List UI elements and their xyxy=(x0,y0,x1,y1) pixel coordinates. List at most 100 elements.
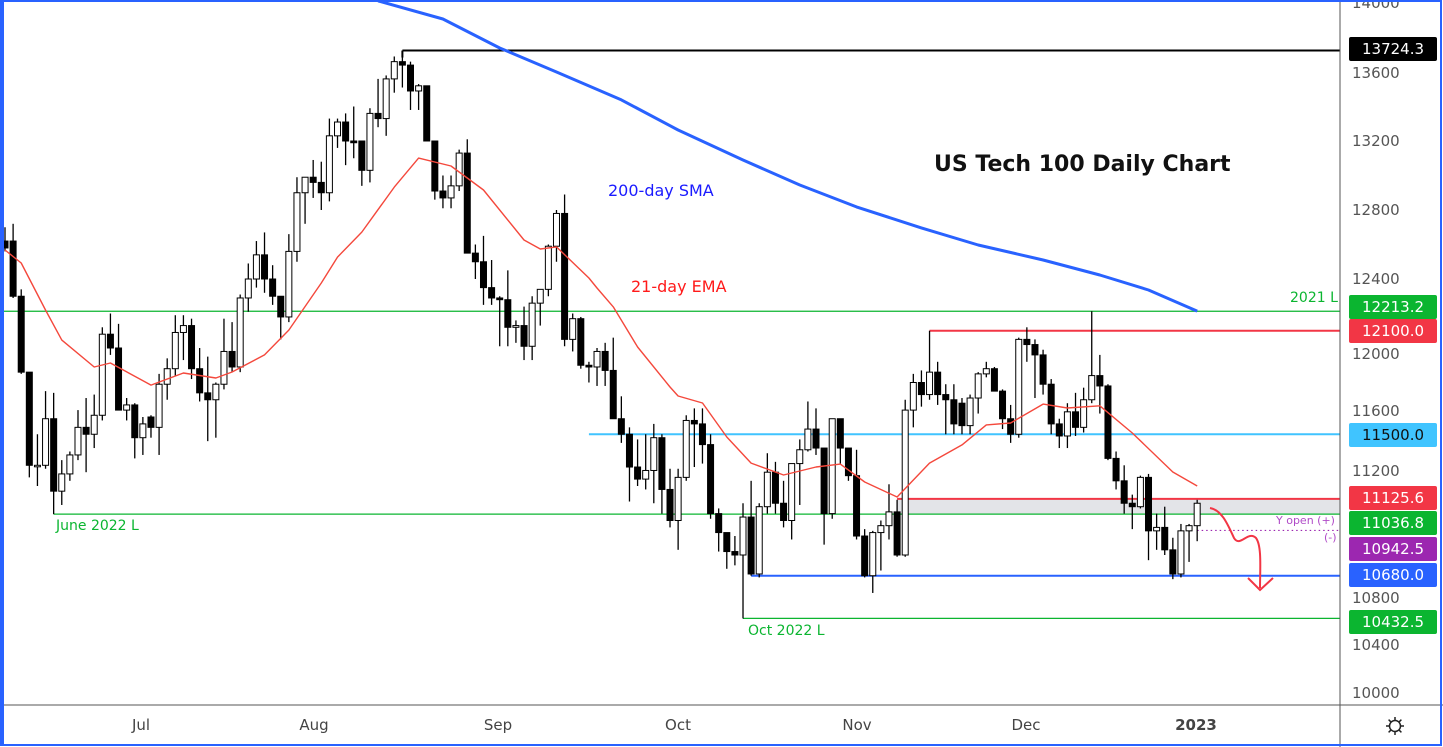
candle-bearish xyxy=(820,447,828,515)
candle-bearish xyxy=(617,418,625,435)
candle-bearish xyxy=(520,325,528,347)
candle-bearish xyxy=(1039,354,1047,385)
candle-bullish xyxy=(220,350,228,385)
candle-bearish xyxy=(747,516,755,575)
price-label-11125: 11125.6 xyxy=(1349,486,1437,510)
candle-bearish xyxy=(423,85,431,142)
candle-bearish xyxy=(131,404,139,439)
candle-bullish xyxy=(788,463,796,522)
y-open-minus-label: (-) xyxy=(1324,531,1337,544)
candle-bullish xyxy=(974,373,982,399)
candle-bullish xyxy=(285,250,293,318)
candle-bearish xyxy=(771,471,779,504)
price-label-13724: 13724.3 xyxy=(1349,37,1437,61)
candle-bullish xyxy=(1177,530,1185,575)
candle-bullish xyxy=(236,297,244,368)
candle-bearish xyxy=(1023,338,1031,346)
candle-bullish xyxy=(415,85,423,92)
price-label-10432: 10432.5 xyxy=(1349,610,1437,634)
candle-bullish xyxy=(966,397,974,427)
candle-bearish xyxy=(942,394,950,401)
candle-bearish xyxy=(431,140,439,192)
y-tick: 11600 xyxy=(1352,402,1400,420)
x-tick-jul: Jul xyxy=(131,716,151,734)
candle-bearish xyxy=(471,252,479,263)
candle-bearish xyxy=(407,64,414,92)
price-label-12213: 12213.2 xyxy=(1349,295,1437,319)
candle-bearish xyxy=(999,390,1007,420)
candle-bullish xyxy=(544,245,552,290)
candle-bullish xyxy=(123,404,131,411)
candle-bullish xyxy=(674,476,682,521)
candle-bullish xyxy=(982,368,990,375)
candle-bearish xyxy=(723,532,731,553)
x-tick-aug: Aug xyxy=(299,716,329,734)
candle-bullish xyxy=(885,511,893,527)
candle-bullish xyxy=(33,464,41,468)
candle-bearish xyxy=(1161,526,1169,551)
candle-bearish xyxy=(1072,411,1080,428)
candle-bullish xyxy=(366,112,374,171)
gear-icon[interactable] xyxy=(1384,715,1406,737)
candle-bullish xyxy=(650,437,658,471)
candle-bearish xyxy=(82,426,90,435)
candle-bullish xyxy=(334,121,342,137)
y-tick: 13200 xyxy=(1352,132,1400,150)
candle-bullish xyxy=(1136,476,1144,508)
y-tick: 10000 xyxy=(1352,684,1400,702)
candle-bearish xyxy=(50,418,58,492)
candle-bearish xyxy=(844,447,852,477)
candle-bullish xyxy=(552,212,560,247)
candle-bullish xyxy=(877,525,885,534)
price-label-10942: 10942.5 xyxy=(1349,537,1437,561)
level-annotation-oct-low: Oct 2022 L xyxy=(748,623,825,639)
candle-bearish xyxy=(115,347,123,411)
candle-bullish xyxy=(98,333,106,416)
candle-bearish xyxy=(990,368,998,392)
candle-bullish xyxy=(926,371,934,396)
candle-bullish xyxy=(512,325,520,328)
candle-bearish xyxy=(439,190,447,199)
candle-bullish xyxy=(1088,375,1096,401)
candle-bullish xyxy=(447,185,455,199)
candle-bearish xyxy=(577,318,585,366)
candle-bearish xyxy=(585,364,593,368)
candle-bearish xyxy=(1145,476,1153,532)
candle-bearish xyxy=(715,513,723,534)
candle-bearish xyxy=(342,121,350,142)
x-tick-oct: Oct xyxy=(665,716,691,734)
candle-bearish xyxy=(504,299,512,328)
candle-bearish xyxy=(488,287,496,299)
y-tick: 10800 xyxy=(1352,589,1400,607)
candle-bearish xyxy=(812,428,820,449)
support-zone xyxy=(897,498,1340,515)
candle-bullish xyxy=(301,176,309,194)
candle-bullish xyxy=(212,383,220,401)
candle-bullish xyxy=(642,469,650,480)
candle-bearish xyxy=(17,295,25,373)
x-tick-dec: Dec xyxy=(1011,716,1041,734)
candle-bullish xyxy=(593,350,601,368)
candle-bullish xyxy=(163,368,171,385)
level-annotation-2021-low: 2021 L xyxy=(1290,290,1338,306)
candle-bearish xyxy=(1031,344,1039,356)
candle-bearish xyxy=(780,502,788,521)
level-annotation-june-low: June 2022 L xyxy=(56,518,139,534)
candle-bearish xyxy=(861,535,869,577)
price-label-12100: 12100.0 xyxy=(1349,319,1437,343)
candle-bearish xyxy=(350,140,358,144)
candle-bearish xyxy=(261,254,269,280)
candle-bullish xyxy=(528,302,536,347)
candle-bullish xyxy=(682,419,690,478)
candle-bearish xyxy=(658,437,666,490)
candle-bearish xyxy=(1,240,9,249)
candle-bullish xyxy=(293,192,301,252)
candle-bullish xyxy=(739,516,747,556)
candle-bearish xyxy=(1104,385,1112,459)
sma-200-line xyxy=(377,0,1198,313)
candle-bearish xyxy=(853,475,861,537)
candle-bearish xyxy=(625,433,633,468)
candle-bearish xyxy=(106,333,114,349)
